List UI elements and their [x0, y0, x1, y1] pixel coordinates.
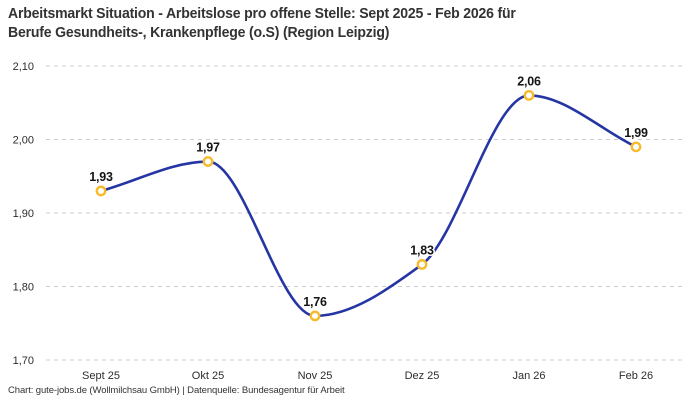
- data-point-marker: [95, 185, 107, 197]
- data-point-marker: [523, 90, 535, 101]
- data-point-label: 2,06: [517, 74, 541, 88]
- chart-title: Arbeitsmarkt Situation - Arbeitslose pro…: [8, 5, 648, 43]
- data-point-marker: [309, 310, 321, 322]
- data-point-marker: [630, 141, 642, 153]
- x-tick-label: Nov 25: [298, 370, 333, 382]
- data-point-label: 1,99: [624, 126, 648, 140]
- chart-footer: Chart: gute-jobs.de (Wollmilchsau GmbH) …: [8, 385, 345, 396]
- x-tick-label: Jan 26: [512, 370, 545, 382]
- y-tick-label: 2,00: [13, 135, 34, 147]
- y-tick-label: 1,80: [13, 282, 34, 294]
- data-point-label: 1,97: [196, 141, 220, 155]
- chart-title-line1: Arbeitsmarkt Situation - Arbeitslose pro…: [8, 6, 516, 22]
- y-tick-label: 1,90: [13, 208, 34, 220]
- data-point-label: 1,76: [303, 295, 327, 309]
- x-tick-label: Dez 25: [405, 370, 440, 382]
- data-point-marker: [202, 156, 214, 167]
- line-chart: 2,10 2,00 1,90 1,80 1,70 Sept 25 Okt 25 Nov 25 D…: [13, 61, 684, 382]
- data-point-marker: [416, 259, 428, 270]
- x-tick-label: Okt 25: [192, 370, 224, 382]
- x-tick-label: Sept 25: [82, 370, 120, 382]
- y-tick-label: 1,70: [13, 355, 34, 367]
- data-point-label: 1,93: [89, 170, 113, 184]
- series-line: [99, 94, 638, 318]
- y-tick-label: 2,10: [13, 61, 34, 73]
- chart-title-line2: Berufe Gesundheits-, Krankenpflege (o.S)…: [8, 25, 390, 41]
- data-point-label: 1,83: [410, 243, 434, 257]
- x-tick-label: Feb 26: [619, 370, 653, 382]
